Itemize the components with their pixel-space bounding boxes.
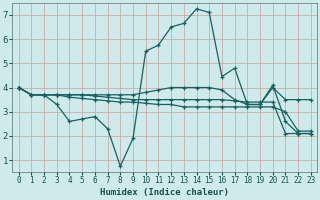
X-axis label: Humidex (Indice chaleur): Humidex (Indice chaleur) [100, 188, 229, 197]
